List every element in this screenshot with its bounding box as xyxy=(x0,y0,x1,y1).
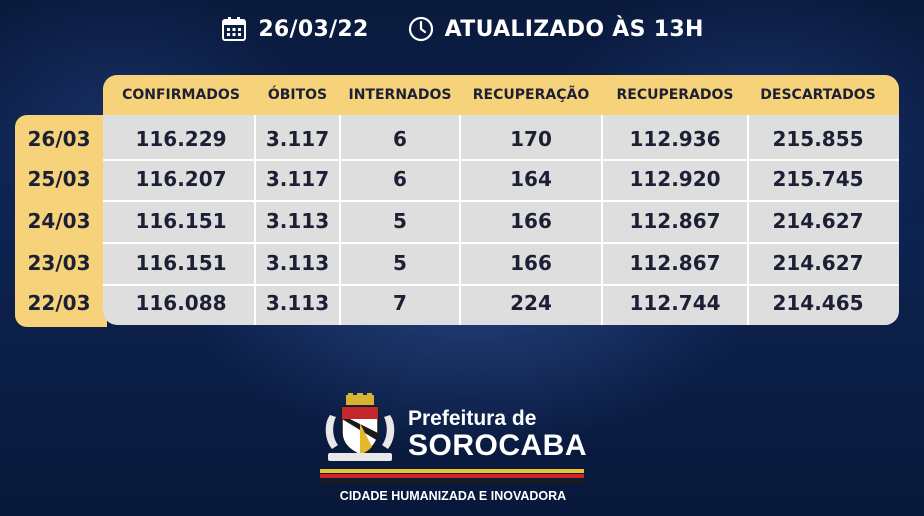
cell-obitos: 3.117 xyxy=(265,127,330,151)
column-header-recuperados: RECUPERADOS xyxy=(616,87,734,103)
stripe-yellow xyxy=(320,469,584,473)
cell-confirmados: 116.207 xyxy=(135,167,227,191)
cell-recuperados: 112.744 xyxy=(629,291,721,315)
calendar-icon xyxy=(220,15,248,43)
column-header-confirmados: CONFIRMADOS xyxy=(122,87,240,103)
clock-icon xyxy=(407,15,435,43)
cell-confirmados: 116.088 xyxy=(135,291,227,315)
cell-internados: 7 xyxy=(393,291,407,315)
data-table: CONFIRMADOS ÓBITOS INTERNADOS RECUPERAÇÃ… xyxy=(15,75,899,327)
row-divider xyxy=(103,159,899,161)
row-date: 25/03 xyxy=(27,167,91,191)
cell-confirmados: 116.151 xyxy=(135,209,227,233)
cell-recuperacao: 164 xyxy=(510,167,552,191)
cell-confirmados: 116.229 xyxy=(135,127,227,151)
table-row: 22/03 116.088 3.113 7 224 112.744 214.46… xyxy=(15,283,899,323)
cell-obitos: 3.113 xyxy=(265,251,330,275)
header-date: 26/03/22 xyxy=(258,16,369,42)
row-divider xyxy=(103,242,899,244)
header-updated: ATUALIZADO ÀS 13H xyxy=(444,16,704,42)
logo-line1: Prefeitura de xyxy=(408,407,537,430)
row-divider xyxy=(103,284,899,286)
column-divider xyxy=(601,115,603,325)
table-row: 25/03 116.207 3.117 6 164 112.920 215.74… xyxy=(15,159,899,199)
cell-recuperacao: 170 xyxy=(510,127,552,151)
cell-recuperados: 112.936 xyxy=(629,127,721,151)
table-body xyxy=(103,115,899,325)
cell-recuperacao: 224 xyxy=(510,291,552,315)
column-divider xyxy=(254,115,256,325)
column-divider xyxy=(339,115,341,325)
table-header-bar xyxy=(103,75,899,115)
table-row: 26/03 116.229 3.117 6 170 112.936 215.85… xyxy=(15,119,899,159)
coat-of-arms-icon xyxy=(320,393,400,467)
flag-stripes xyxy=(320,469,584,484)
column-header-descartados: DESCARTADOS xyxy=(760,87,876,103)
cell-internados: 5 xyxy=(393,251,407,275)
cell-obitos: 3.113 xyxy=(265,209,330,233)
cell-obitos: 3.113 xyxy=(265,291,330,315)
stripe-red xyxy=(320,474,584,478)
row-date: 26/03 xyxy=(27,127,91,151)
date-column-bar xyxy=(15,115,107,327)
cell-descartados: 214.627 xyxy=(772,209,864,233)
cell-recuperados: 112.920 xyxy=(629,167,721,191)
cell-internados: 6 xyxy=(393,167,407,191)
row-date: 24/03 xyxy=(27,209,91,233)
cell-recuperacao: 166 xyxy=(510,251,552,275)
column-header-internados: INTERNADOS xyxy=(348,87,452,103)
table-row: 23/03 116.151 3.113 5 166 112.867 214.62… xyxy=(15,243,899,283)
cell-descartados: 214.465 xyxy=(772,291,864,315)
column-divider xyxy=(459,115,461,325)
prefeitura-logo: Prefeitura de SOROCABA CIDADE HUMANIZADA… xyxy=(320,393,610,513)
cell-descartados: 215.745 xyxy=(772,167,864,191)
cell-recuperados: 112.867 xyxy=(629,209,721,233)
header: 26/03/22 ATUALIZADO ÀS 13H xyxy=(0,12,924,46)
cell-recuperacao: 166 xyxy=(510,209,552,233)
cell-descartados: 214.627 xyxy=(772,251,864,275)
row-date: 22/03 xyxy=(27,291,91,315)
cell-descartados: 215.855 xyxy=(772,127,864,151)
stripe-black xyxy=(320,479,584,483)
cell-obitos: 3.117 xyxy=(265,167,330,191)
cell-internados: 5 xyxy=(393,209,407,233)
row-divider xyxy=(103,200,899,202)
column-header-recuperacao: RECUPERAÇÃO xyxy=(472,87,590,103)
column-divider xyxy=(747,115,749,325)
table-row: 24/03 116.151 3.113 5 166 112.867 214.62… xyxy=(15,201,899,241)
row-date: 23/03 xyxy=(27,251,91,275)
cell-confirmados: 116.151 xyxy=(135,251,227,275)
logo-tagline: CIDADE HUMANIZADA E INOVADORA xyxy=(339,489,567,503)
column-header-obitos: ÓBITOS xyxy=(267,87,328,103)
cell-internados: 6 xyxy=(393,127,407,151)
logo-line2: SOROCABA xyxy=(408,429,588,462)
cell-recuperados: 112.867 xyxy=(629,251,721,275)
